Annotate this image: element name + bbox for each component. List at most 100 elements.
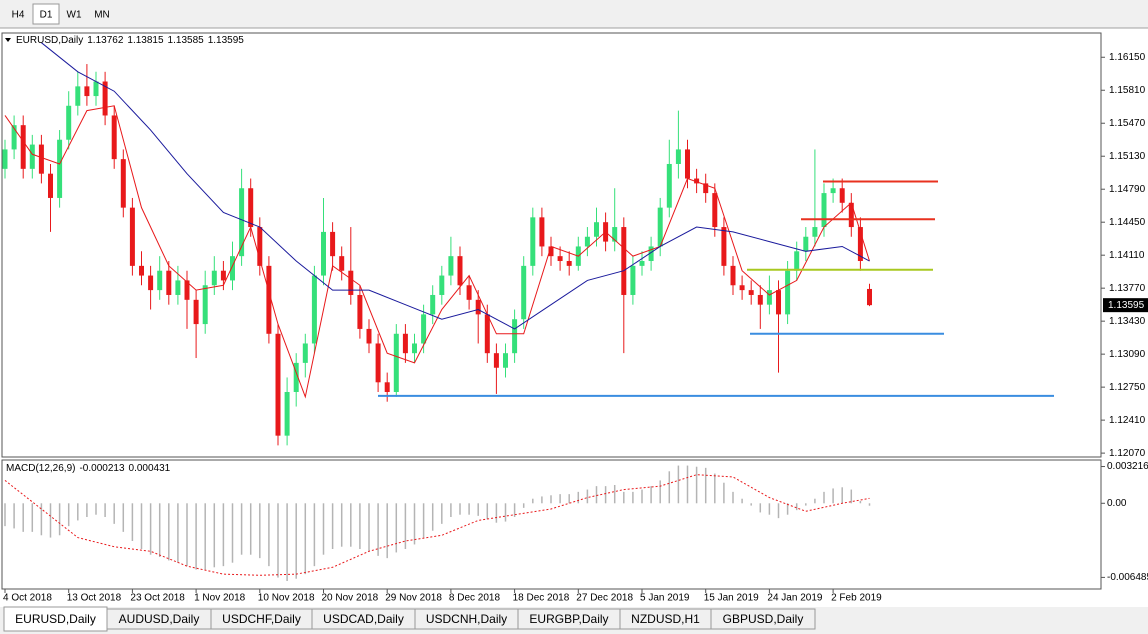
- candle-body: [839, 188, 845, 203]
- candle-body: [794, 251, 800, 271]
- chart-tab[interactable]: NZDUSD,H1: [619, 608, 712, 630]
- candle-body: [257, 227, 263, 266]
- candle-body: [384, 382, 390, 392]
- candle-body: [157, 270, 163, 291]
- candle-body: [275, 333, 281, 436]
- tab-face: [710, 608, 816, 630]
- candle-body: [739, 285, 745, 291]
- y-tick-label: 1.12410: [1109, 415, 1146, 426]
- candle-body: [439, 275, 445, 295]
- candle-body: [139, 265, 144, 276]
- candle-body: [848, 202, 854, 228]
- macd-plot: [4, 465, 871, 581]
- chart-tab[interactable]: USDCAD,Daily: [311, 608, 416, 630]
- candle-body: [612, 227, 618, 242]
- candle-body: [867, 288, 872, 306]
- timeframe-button[interactable]: H4: [5, 4, 31, 24]
- candle-body: [29, 144, 35, 169]
- candle-body: [657, 207, 663, 247]
- y-tick-label: 1.12750: [1109, 382, 1146, 393]
- button-face: [61, 4, 87, 24]
- tab-label: AUDUSD,Daily: [119, 612, 200, 626]
- chart-tab[interactable]: AUDUSD,Daily: [106, 608, 212, 630]
- candle-body: [512, 319, 518, 354]
- candle-body: [20, 125, 26, 169]
- candle-body: [84, 86, 90, 97]
- candle-body: [766, 290, 772, 305]
- tab-face: [3, 606, 108, 632]
- candle-body: [703, 183, 709, 194]
- candle-body: [230, 256, 235, 281]
- candle-body: [830, 188, 836, 194]
- candle-body: [457, 256, 463, 286]
- chart-tab[interactable]: EURGBP,Daily: [517, 608, 621, 630]
- chart-tab[interactable]: EURUSD,Daily: [3, 606, 108, 632]
- candle-body: [475, 299, 481, 315]
- candle-body: [48, 173, 53, 198]
- x-tick-label: 15 Jan 2019: [704, 593, 759, 604]
- timeframe-button[interactable]: MN: [89, 4, 115, 24]
- candle-body: [239, 188, 245, 257]
- candle-body: [594, 222, 599, 237]
- y-tick-label: 1.14450: [1109, 217, 1146, 228]
- x-tick-label: 5 Jan 2019: [640, 593, 690, 604]
- candle-body: [666, 163, 672, 208]
- button-label: D1: [40, 10, 53, 21]
- y-tick-label: 1.15810: [1109, 85, 1146, 96]
- candle-body: [675, 149, 681, 164]
- candle-body: [38, 144, 44, 174]
- candle-body: [93, 81, 99, 97]
- candle-body: [102, 81, 108, 116]
- macd-value: -0.000213: [79, 463, 124, 474]
- timeframe-button[interactable]: D1: [32, 3, 60, 25]
- candle-body: [339, 256, 345, 271]
- candle-body: [503, 353, 508, 368]
- ohlc-value: 1.13585: [168, 35, 205, 46]
- y-tick-label: 1.15470: [1109, 118, 1146, 129]
- chart-tab[interactable]: USDCNH,Daily: [414, 608, 519, 630]
- candle-body: [311, 275, 317, 344]
- x-tick-label: 13 Oct 2018: [67, 593, 122, 604]
- candle-body: [694, 178, 700, 184]
- y-tick-label: 1.15130: [1109, 151, 1146, 162]
- candle-body: [757, 294, 763, 305]
- y-tick-label: 0.003216: [1107, 461, 1148, 472]
- moving-average: [4, 105, 870, 399]
- y-tick-label: -0.006485: [1107, 572, 1148, 583]
- tab-label: NZDUSD,H1: [631, 612, 700, 626]
- x-tick-label: 18 Dec 2018: [513, 593, 570, 604]
- button-label: W1: [67, 10, 82, 21]
- candle-body: [293, 362, 299, 392]
- y-tick-label: 1.16150: [1109, 52, 1146, 63]
- candle-body: [493, 353, 499, 368]
- candle-body: [148, 275, 154, 291]
- x-tick-label: 4 Oct 2018: [3, 593, 52, 604]
- indicator-name: MACD(12,26,9): [6, 463, 75, 474]
- x-tick-label: 20 Nov 2018: [322, 593, 379, 604]
- candle-body: [530, 217, 536, 266]
- x-tick-label: 24 Jan 2019: [767, 593, 822, 604]
- moving-average: [41, 42, 870, 330]
- candle-body: [66, 105, 72, 140]
- candle-body: [466, 285, 472, 300]
- candle-body: [639, 261, 645, 266]
- timeframe-button[interactable]: W1: [61, 4, 87, 24]
- symbol: EURUSD,Daily: [16, 35, 83, 46]
- candle-body: [11, 125, 17, 150]
- x-tick-label: 1 Nov 2018: [194, 593, 246, 604]
- candle-body: [621, 227, 627, 295]
- chart-tab[interactable]: USDCHF,Daily: [210, 608, 313, 630]
- y-tick-label: 1.13770: [1109, 283, 1146, 294]
- collapse-arrow: [5, 38, 11, 42]
- x-tick-label: 2 Feb 2019: [831, 593, 882, 604]
- candle-body: [120, 159, 126, 208]
- chart-tab[interactable]: GBPUSD,Daily: [710, 608, 816, 630]
- candle-body: [175, 280, 181, 295]
- button-face: [32, 3, 60, 25]
- candle-body: [75, 86, 81, 106]
- current-price: 1.13595: [1108, 300, 1145, 311]
- x-tick-label: 23 Oct 2018: [130, 593, 185, 604]
- candle-body: [521, 265, 527, 320]
- candle-body: [785, 270, 791, 315]
